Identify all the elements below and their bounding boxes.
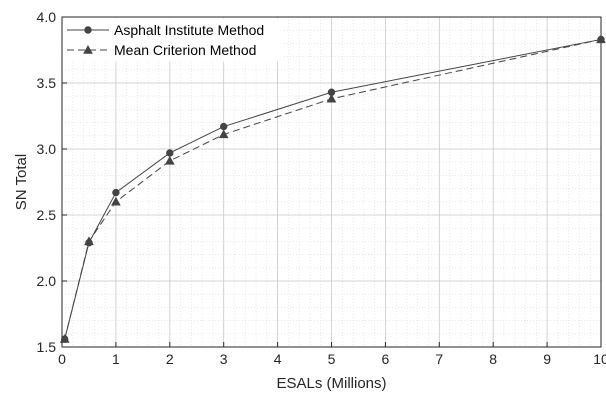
x-tick-label: 8	[489, 351, 497, 367]
legend-box	[63, 18, 283, 62]
x-tick-label: 2	[166, 351, 174, 367]
x-tick-label: 10	[593, 351, 606, 367]
data-point-circle	[60, 335, 69, 343]
data-point-circle	[220, 122, 228, 131]
legend-entry: Mean Criterion Method	[67, 42, 256, 58]
legend-marker-circle	[84, 26, 92, 34]
x-axis-title: ESALs (Millions)	[276, 375, 386, 392]
y-tick-label: 3.5	[37, 75, 57, 91]
legend-label: Asphalt Institute Method	[114, 22, 264, 38]
minor-grid	[62, 17, 601, 347]
y-axis-title: SN Total	[13, 154, 30, 210]
legend-marker-triangle	[83, 44, 93, 54]
series-1	[60, 35, 605, 343]
data-point-circle	[327, 88, 336, 96]
x-tick-label: 9	[543, 351, 551, 367]
legend-entry: Asphalt Institute Method	[67, 22, 264, 38]
legend-items: Asphalt Institute Method Mean Criterion M…	[67, 22, 264, 58]
y-tick-label: 1.5	[37, 339, 57, 355]
data-point-triangle	[111, 196, 121, 206]
x-tick-label: 1	[112, 351, 120, 367]
x-tick-label: 5	[328, 351, 336, 367]
x-tick-label: 4	[274, 351, 282, 367]
y-tick-label: 3.0	[37, 141, 57, 157]
y-tick-label: 2.0	[37, 273, 57, 289]
y-tick-label: 2.5	[37, 207, 57, 223]
x-tick-label: 6	[382, 351, 390, 367]
data-point-circle	[597, 35, 605, 44]
x-tick-label: 7	[435, 351, 443, 367]
y-tick-label: 4.0	[37, 9, 57, 25]
major-grid	[61, 16, 602, 348]
x-tick-label: 0	[58, 351, 66, 367]
data-point-circle	[85, 239, 93, 247]
series-layer	[59, 34, 606, 343]
data-point-triangle	[218, 129, 229, 139]
x-tick-label: 3	[220, 351, 228, 367]
legend: Asphalt Institute Method Mean Criterion M…	[63, 18, 283, 62]
data-point-circle	[166, 149, 174, 157]
y-axis-ticks: 1.5 2.0 2.5 3.0 3.5 4.0	[37, 9, 67, 355]
legend-label: Mean Criterion Method	[114, 42, 256, 58]
data-point-circle	[112, 188, 120, 197]
data-point-triangle	[164, 155, 175, 165]
data-point-triangle	[326, 93, 337, 103]
x-axis-ticks: 0 1 2 3 4 5 6 7 8 9 10	[58, 342, 606, 367]
